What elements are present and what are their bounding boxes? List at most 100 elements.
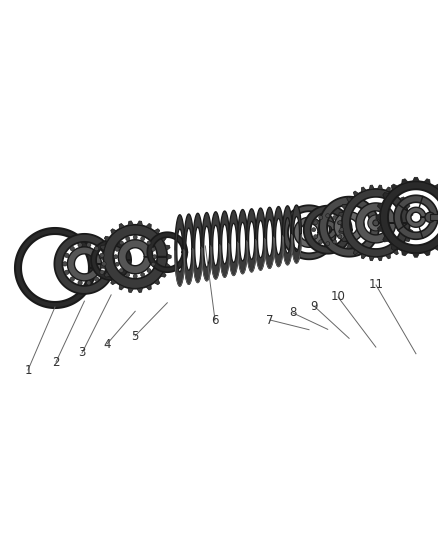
Polygon shape [413,177,419,181]
Text: 1: 1 [24,364,32,376]
Polygon shape [380,181,438,253]
Polygon shape [347,244,352,249]
Polygon shape [334,212,364,241]
Polygon shape [361,187,366,192]
Polygon shape [154,229,160,235]
Polygon shape [220,211,230,277]
Polygon shape [161,272,166,277]
Polygon shape [393,249,398,255]
Polygon shape [128,221,134,225]
Polygon shape [282,205,336,259]
Polygon shape [408,213,413,217]
Polygon shape [342,237,347,241]
Text: 4: 4 [103,337,111,351]
Polygon shape [146,223,151,229]
Polygon shape [238,209,247,274]
Polygon shape [247,209,257,272]
Polygon shape [292,205,301,263]
Polygon shape [202,213,212,281]
Polygon shape [424,251,430,256]
Polygon shape [319,221,337,239]
Polygon shape [410,221,414,225]
Polygon shape [319,197,379,257]
Circle shape [94,246,99,251]
Polygon shape [405,204,410,209]
Polygon shape [137,288,142,293]
Circle shape [94,277,99,281]
Circle shape [314,221,318,225]
Polygon shape [165,245,170,251]
Circle shape [141,237,145,241]
Polygon shape [54,234,114,294]
Polygon shape [378,225,383,231]
Polygon shape [154,279,160,285]
Circle shape [78,243,82,247]
Polygon shape [434,244,438,251]
Circle shape [333,240,337,244]
Polygon shape [385,187,390,192]
Polygon shape [394,195,438,239]
Polygon shape [424,179,430,184]
Polygon shape [118,240,152,274]
Circle shape [338,221,342,225]
Text: 6: 6 [211,313,219,327]
Polygon shape [283,206,293,265]
Polygon shape [342,204,347,209]
Circle shape [78,281,82,285]
Circle shape [333,215,337,220]
Polygon shape [342,189,410,257]
Polygon shape [103,225,167,289]
Polygon shape [104,236,110,242]
Polygon shape [229,210,239,276]
Circle shape [70,277,74,281]
Polygon shape [137,221,142,225]
Polygon shape [385,254,390,259]
Circle shape [87,243,91,247]
Polygon shape [408,229,413,233]
Circle shape [126,273,130,277]
Polygon shape [378,203,383,209]
Polygon shape [193,213,203,282]
Circle shape [120,269,124,272]
Circle shape [100,253,104,257]
Polygon shape [406,207,426,227]
Text: 10: 10 [331,290,346,303]
Circle shape [100,270,104,274]
Polygon shape [402,251,408,256]
Text: 5: 5 [131,329,139,343]
Bar [430,214,438,220]
Polygon shape [104,272,110,277]
Text: 7: 7 [266,313,274,327]
Circle shape [326,241,330,246]
Circle shape [126,237,130,241]
Polygon shape [175,215,185,286]
Polygon shape [376,214,380,221]
Circle shape [114,255,118,259]
Polygon shape [15,228,95,308]
Circle shape [312,228,316,232]
Polygon shape [399,244,405,249]
Polygon shape [391,244,398,251]
Polygon shape [99,254,103,260]
Polygon shape [369,256,374,261]
Circle shape [87,281,91,285]
Circle shape [153,255,157,259]
Circle shape [65,253,69,257]
Circle shape [314,235,318,239]
Polygon shape [383,236,389,242]
Polygon shape [399,197,405,202]
Polygon shape [353,249,359,255]
Polygon shape [111,279,117,285]
Polygon shape [67,247,102,281]
Polygon shape [128,288,134,293]
Text: 8: 8 [290,306,297,319]
Polygon shape [361,254,366,259]
Polygon shape [119,285,124,290]
Polygon shape [434,184,438,190]
Circle shape [133,274,137,278]
Circle shape [340,228,344,232]
Polygon shape [339,213,343,217]
Polygon shape [338,221,342,225]
Circle shape [102,262,106,266]
Text: 2: 2 [52,356,60,368]
